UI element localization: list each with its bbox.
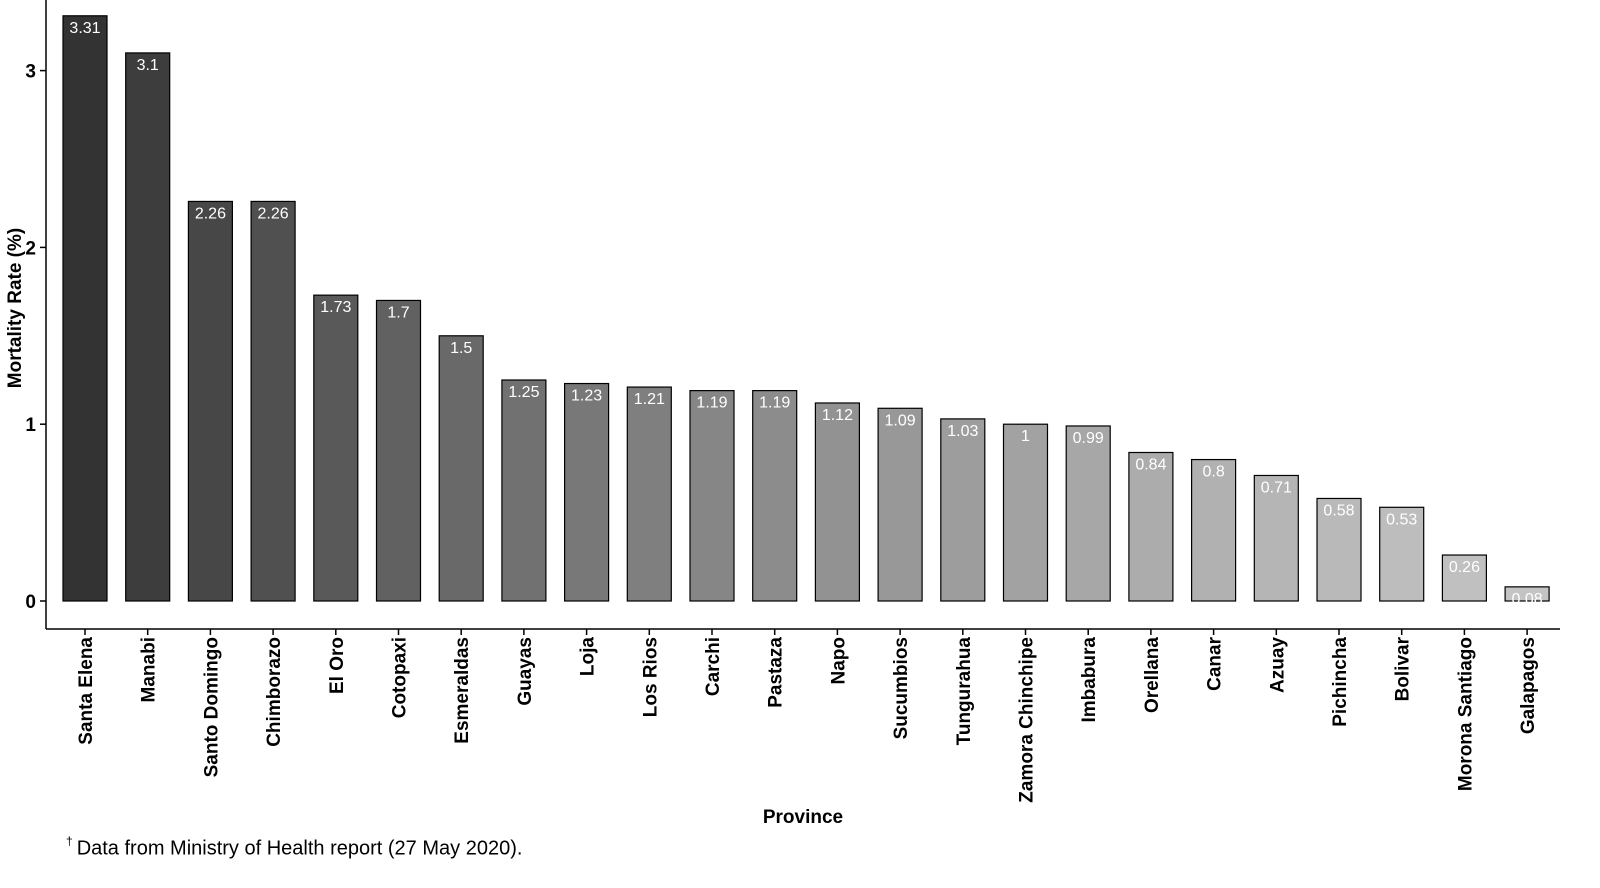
x-tick-label: Esmeraldas bbox=[452, 637, 473, 744]
bar bbox=[1253, 474, 1299, 602]
bar bbox=[752, 390, 798, 602]
bar bbox=[814, 402, 861, 602]
x-tick-label: Carchi bbox=[703, 637, 724, 696]
bar-value-label: 2.26 bbox=[258, 205, 289, 222]
bar-value-label: 1.23 bbox=[571, 388, 602, 405]
bar bbox=[501, 379, 547, 602]
footnote-symbol: † bbox=[66, 834, 73, 848]
bar bbox=[125, 52, 171, 602]
bar bbox=[313, 294, 359, 602]
y-tick-label: 1 bbox=[25, 415, 36, 436]
x-tick-label: Chimborazo bbox=[264, 637, 285, 747]
x-tick-label: Galapagos bbox=[1518, 637, 1539, 734]
x-tick-label: Sucumbios bbox=[891, 637, 912, 739]
x-tick-label: Los Rios bbox=[640, 637, 661, 717]
bar-value-label: 0.08 bbox=[1512, 591, 1543, 608]
bar bbox=[1316, 497, 1362, 602]
x-tick-label: Loja bbox=[578, 637, 599, 676]
bar-value-label: 1.7 bbox=[387, 304, 409, 321]
x-tick-label: Azuay bbox=[1267, 637, 1288, 693]
bar-value-label: 0.71 bbox=[1261, 479, 1292, 496]
bar bbox=[187, 200, 233, 602]
bar-value-label: 0.84 bbox=[1135, 456, 1166, 473]
bar bbox=[1379, 506, 1425, 602]
bar bbox=[1065, 425, 1111, 602]
bar bbox=[940, 418, 986, 602]
bar-value-label: 1.25 bbox=[508, 384, 539, 401]
bar-value-label: 0.58 bbox=[1323, 502, 1354, 519]
bar-value-label: 3.1 bbox=[137, 57, 159, 74]
bar bbox=[877, 407, 923, 602]
x-tick-label: Napo bbox=[828, 637, 849, 685]
y-tick-label: 3 bbox=[25, 62, 36, 83]
footnote: † Data from Ministry of Health report (27… bbox=[66, 834, 523, 861]
bar bbox=[1504, 586, 1550, 602]
bar-value-label: 1.19 bbox=[696, 395, 727, 412]
bar-value-label: 0.99 bbox=[1073, 430, 1104, 447]
bar-value-label: 2.26 bbox=[195, 205, 226, 222]
x-tick-label: Imbabura bbox=[1079, 637, 1100, 723]
bar-value-label: 1.09 bbox=[885, 412, 916, 429]
bar bbox=[689, 390, 735, 602]
bar-value-label: 0.8 bbox=[1202, 464, 1224, 481]
x-tick-label: Pastaza bbox=[766, 637, 787, 708]
x-tick-label: Cotopaxi bbox=[390, 637, 411, 718]
bar-value-label: 3.31 bbox=[69, 20, 100, 37]
footnote-text: Data from Ministry of Health report (27 … bbox=[76, 837, 523, 860]
x-tick-label: Morona Santiago bbox=[1455, 637, 1476, 791]
bar-value-label: 1.19 bbox=[759, 395, 790, 412]
y-tick-label: 2 bbox=[25, 238, 36, 259]
bar-value-label: 0.26 bbox=[1449, 559, 1480, 576]
x-tick-label: Tungurahua bbox=[954, 637, 975, 746]
x-tick-label: Canar bbox=[1205, 636, 1226, 690]
plot-area: 0 1 2 3 3.31 Santa Elena 3.1 Manabi 2.26 Santo Do… bbox=[5, 0, 1560, 828]
x-tick-label: Orellana bbox=[1142, 637, 1163, 713]
bar bbox=[1128, 451, 1174, 602]
x-tick-label: Santa Elena bbox=[76, 637, 97, 745]
bar-value-label: 1.5 bbox=[450, 340, 472, 357]
bar-value-label: 1 bbox=[1021, 428, 1030, 445]
bar-value-label: 1.03 bbox=[947, 423, 978, 440]
bar bbox=[563, 382, 610, 602]
bar bbox=[438, 335, 484, 602]
bar-value-label: 1.12 bbox=[822, 407, 853, 424]
y-axis-title: Mortality Rate (%) bbox=[5, 228, 26, 388]
bar bbox=[1190, 458, 1237, 602]
x-tick-label: Bolivar bbox=[1393, 636, 1414, 701]
x-axis-title: Province bbox=[763, 807, 843, 828]
x-tick-label: Manabi bbox=[139, 637, 160, 702]
x-tick-label: Santo Domingo bbox=[201, 637, 222, 777]
bar-value-label: 0.53 bbox=[1386, 511, 1417, 528]
bar bbox=[250, 200, 296, 602]
bar bbox=[62, 15, 108, 602]
bar bbox=[1002, 423, 1049, 602]
x-tick-label: Zamora Chinchipe bbox=[1017, 637, 1038, 803]
bar bbox=[626, 386, 672, 602]
x-tick-label: El Oro bbox=[327, 637, 348, 694]
bar-value-label: 1.73 bbox=[320, 299, 351, 316]
y-tick-label: 0 bbox=[25, 592, 36, 613]
x-tick-label: Pichincha bbox=[1330, 637, 1351, 727]
bar bbox=[375, 299, 422, 602]
bar bbox=[1441, 554, 1488, 602]
x-tick-label: Guayas bbox=[515, 637, 536, 706]
bar-value-label: 1.21 bbox=[634, 391, 665, 408]
